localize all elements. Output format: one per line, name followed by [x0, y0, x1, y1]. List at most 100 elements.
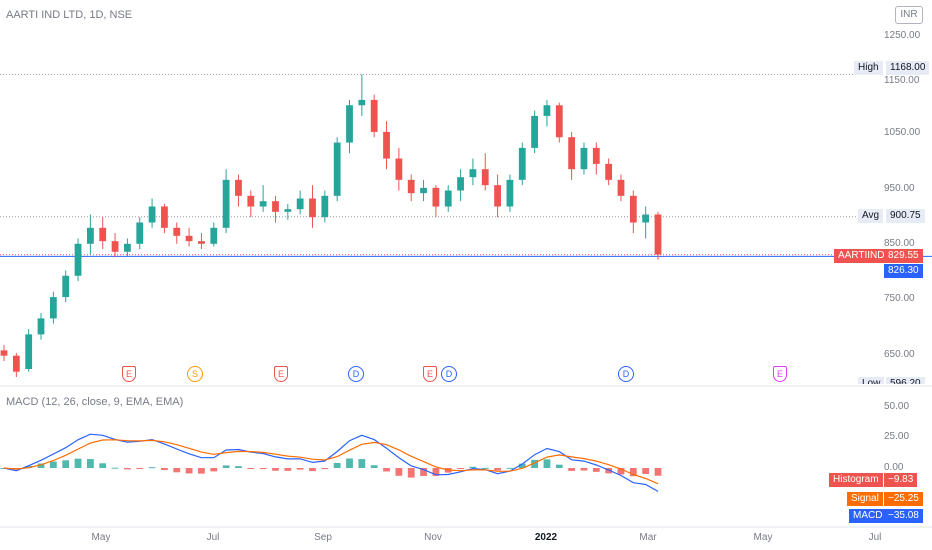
histogram-bar	[420, 468, 427, 476]
histogram-bar	[235, 466, 242, 468]
histogram-bar	[185, 468, 193, 474]
macd-axis-label: 50.00	[884, 401, 910, 412]
candles	[0, 74, 662, 378]
candle-body	[259, 201, 267, 207]
macd-axis-label: 0.00	[884, 462, 904, 473]
histogram-bar	[580, 468, 588, 471]
candle-body	[346, 105, 353, 143]
price-axis-label: 1050.00	[884, 127, 921, 138]
candle-body	[358, 99, 366, 106]
signal-line	[3, 439, 659, 485]
histogram-bar	[62, 460, 70, 468]
histogram-bar	[49, 461, 57, 468]
candle-body	[432, 187, 440, 207]
candle-body	[481, 169, 489, 186]
macd-indicator-title[interactable]: MACD (12, 26, close, 9, EMA, EMA)	[6, 396, 184, 408]
histogram-bar	[481, 467, 489, 469]
histogram-bar	[469, 466, 477, 468]
histogram-bar	[457, 468, 464, 470]
histogram-bar	[395, 468, 403, 476]
histogram-bar	[136, 468, 144, 469]
macd-label: MACD	[849, 509, 887, 523]
histogram-bar	[74, 458, 82, 468]
candle-body	[74, 243, 82, 276]
candle-body	[272, 201, 279, 212]
earnings-event-icon[interactable]: E	[423, 366, 437, 382]
candle-body	[568, 137, 576, 170]
histogram-bar	[642, 468, 650, 475]
histogram-bar	[346, 458, 353, 468]
currency-button[interactable]: INR	[895, 6, 923, 24]
histogram-bar	[309, 468, 316, 472]
histogram-bar	[259, 468, 267, 470]
split-event-icon[interactable]: S	[187, 366, 203, 382]
price-axis-label: 750.00	[884, 293, 915, 304]
candle-body	[99, 227, 107, 242]
macd-axis-label: 25.00	[884, 431, 910, 442]
candle-body	[642, 214, 650, 223]
histogram-bar	[173, 468, 181, 473]
earnings-event-icon[interactable]: E	[274, 366, 288, 382]
dividend-event-icon[interactable]: D	[441, 366, 457, 382]
histogram-bar	[494, 468, 501, 471]
histogram-bar	[531, 459, 538, 468]
histogram-bar	[37, 463, 45, 468]
signal-value: −25.25	[884, 492, 923, 506]
candle-body	[25, 334, 33, 370]
histogram-bar	[272, 468, 279, 471]
candle-body	[124, 243, 131, 252]
candle-body	[235, 179, 242, 196]
histogram-bar	[592, 468, 600, 472]
histogram-bar	[543, 459, 551, 468]
macd-line	[3, 433, 659, 492]
dividend-event-icon[interactable]: D	[618, 366, 634, 382]
time-axis-label: Jul	[868, 532, 882, 543]
candle-body	[247, 195, 255, 207]
price-axis-label: 950.00	[884, 183, 915, 194]
candle-body	[555, 105, 563, 138]
histogram-bar	[506, 467, 514, 469]
histogram-bar	[432, 468, 440, 476]
symbol-price: 829.55	[884, 249, 923, 263]
histogram-bar	[247, 468, 255, 469]
candle-body	[0, 350, 8, 356]
candle-body	[617, 179, 625, 196]
histogram-bar	[333, 462, 341, 468]
time-axis-label: 2022	[534, 532, 558, 543]
histogram-bar	[321, 468, 329, 470]
price-axis-label: 850.00	[884, 238, 915, 249]
future-earnings-event-icon[interactable]: E	[773, 366, 787, 382]
candle-body	[222, 179, 230, 228]
crosshair-price: 826.30	[884, 264, 923, 278]
histogram-bar	[161, 468, 168, 471]
candle-body	[444, 190, 452, 207]
histogram-bar	[617, 468, 625, 475]
candle-body	[543, 105, 551, 116]
dividend-event-icon[interactable]: D	[348, 366, 364, 382]
candle-body	[592, 147, 600, 164]
earnings-event-icon[interactable]: E	[122, 366, 136, 382]
symbol-label: AARTIIND	[834, 249, 889, 263]
candle-body	[629, 195, 637, 223]
candle-body	[370, 99, 378, 132]
histogram-bar	[370, 465, 378, 468]
candle-body	[309, 198, 316, 218]
candle-body	[173, 227, 181, 236]
candle-body	[111, 241, 119, 252]
candle-body	[185, 235, 193, 242]
candle-body	[420, 187, 427, 194]
histogram-bar	[111, 467, 119, 469]
candle-body	[49, 297, 57, 319]
avg-label: Avg	[858, 209, 884, 223]
histogram-bar	[198, 468, 205, 474]
candle-body	[506, 179, 514, 207]
histogram-label: Histogram	[829, 473, 883, 487]
candle-body	[531, 115, 538, 148]
candle-body	[198, 241, 205, 244]
time-axis-label: May	[91, 532, 111, 543]
time-axis-label: Sep	[314, 532, 332, 543]
candle-body	[407, 179, 415, 194]
histogram-bar	[518, 463, 526, 468]
candle-body	[62, 275, 70, 298]
